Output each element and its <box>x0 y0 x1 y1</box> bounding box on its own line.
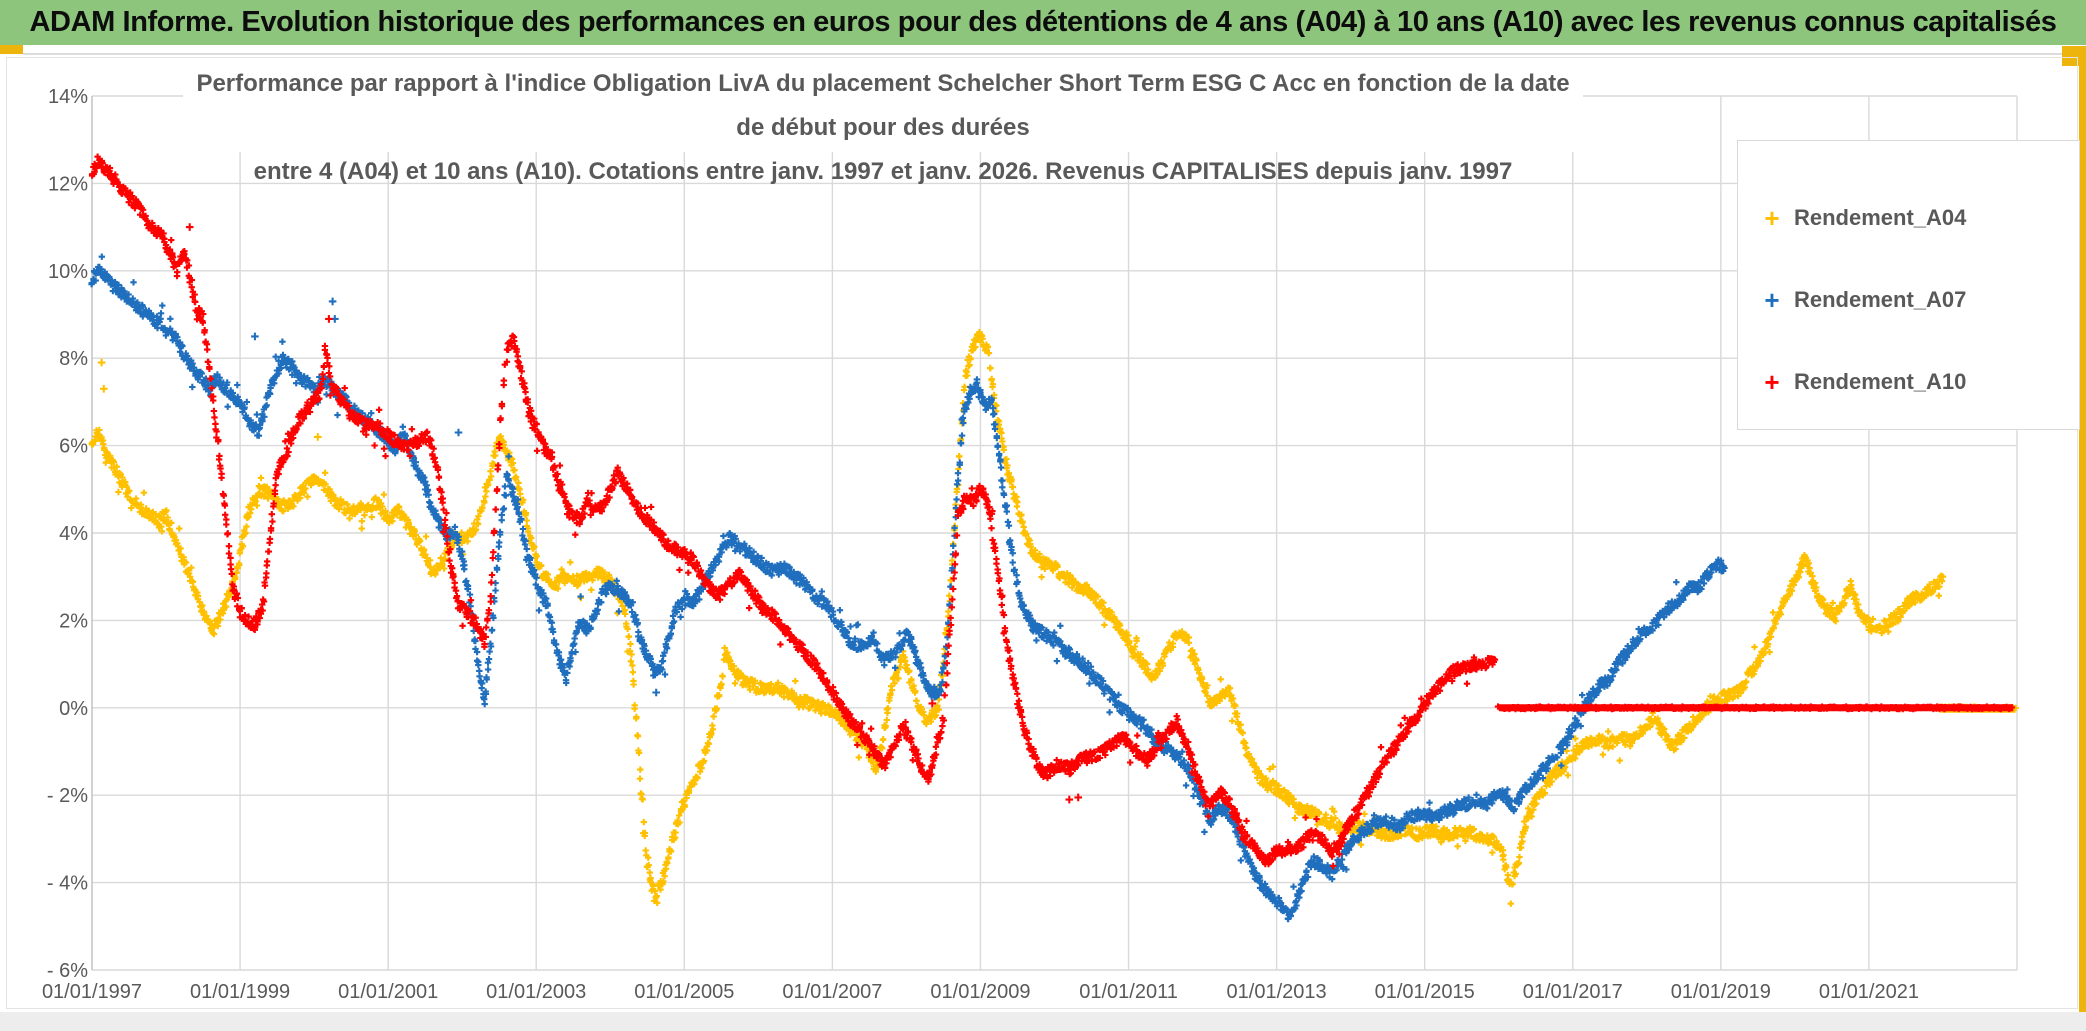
y-tick-label: 12% <box>48 173 88 195</box>
y-tick-label: 4% <box>59 523 88 545</box>
y-tick-label: 0% <box>59 698 88 720</box>
y-tick-label: 10% <box>48 261 88 283</box>
y-tick-label: 2% <box>59 610 88 632</box>
y-tick-label: 6% <box>59 436 88 458</box>
chart-title-line1: Performance par rapport à l'indice Oblig… <box>196 70 1570 141</box>
y-tick-label: 14% <box>48 86 88 108</box>
chart-title: Performance par rapport à l'indice Oblig… <box>183 62 1583 185</box>
series-rendement-a07 <box>88 253 1728 923</box>
plus-marker-icon: + <box>1764 367 1780 397</box>
x-tick-label: 01/01/2019 <box>1671 981 1771 1003</box>
header-title: ADAM Informe. Evolution historique des p… <box>29 6 2057 38</box>
y-axis-labels: 14% 12% 10% 8% 6% 4% 2% 0% - 2% - 4% - 6% <box>47 86 88 982</box>
x-tick-label: 01/01/2003 <box>486 981 586 1003</box>
gold-accent-strip-right <box>2079 46 2086 1012</box>
bottom-band <box>0 1012 2086 1031</box>
x-tick-label: 01/01/2005 <box>634 981 734 1003</box>
chart-title-line2: entre 4 (A04) et 10 ans (A10). Cotations… <box>253 158 1513 185</box>
x-tick-label: 01/01/2007 <box>782 981 882 1003</box>
series-rendement-a10 <box>88 153 2016 870</box>
header-divider <box>23 53 2062 55</box>
plus-marker-icon: + <box>1764 203 1780 233</box>
x-tick-label: 01/01/2011 <box>1079 981 1178 1003</box>
x-tick-label: 01/01/2021 <box>1819 981 1919 1003</box>
gold-accent-tab-left <box>0 45 23 54</box>
x-tick-label: 01/01/2017 <box>1523 981 1623 1003</box>
x-axis-labels: 01/01/1997 01/01/1999 01/01/2001 01/01/2003… <box>42 981 1919 1003</box>
x-tick-label: 01/01/2013 <box>1227 981 1327 1003</box>
x-tick-label: 01/01/2015 <box>1375 981 1475 1003</box>
y-tick-label: - 4% <box>47 873 88 895</box>
legend-item-label: Rendement_A07 <box>1794 287 1967 312</box>
series-rendement-a04 <box>88 329 2019 907</box>
legend-item-label: Rendement_A04 <box>1794 205 1967 230</box>
legend-item-label: Rendement_A10 <box>1794 369 1967 394</box>
header-banner: ADAM Informe. Evolution historique des p… <box>0 0 2086 45</box>
legend-item-rendement-a04: + Rendement_A04 <box>1738 177 2079 259</box>
chart-object-border <box>6 57 2078 1009</box>
x-tick-label: 01/01/2001 <box>338 981 438 1003</box>
y-tick-label: - 2% <box>47 785 88 807</box>
y-tick-label: 8% <box>59 348 88 370</box>
legend-item-rendement-a07: + Rendement_A07 <box>1738 259 2079 341</box>
chart-legend: + Rendement_A04 + Rendement_A07 + Rendem… <box>1737 140 2080 430</box>
x-tick-label: 01/01/1997 <box>42 981 142 1003</box>
plus-marker-icon: + <box>1764 285 1780 315</box>
y-tick-label: - 6% <box>47 960 88 982</box>
x-tick-label: 01/01/1999 <box>190 981 290 1003</box>
legend-item-rendement-a10: + Rendement_A10 <box>1738 341 2079 423</box>
gridlines <box>91 95 2018 971</box>
x-tick-label: 01/01/2009 <box>930 981 1030 1003</box>
